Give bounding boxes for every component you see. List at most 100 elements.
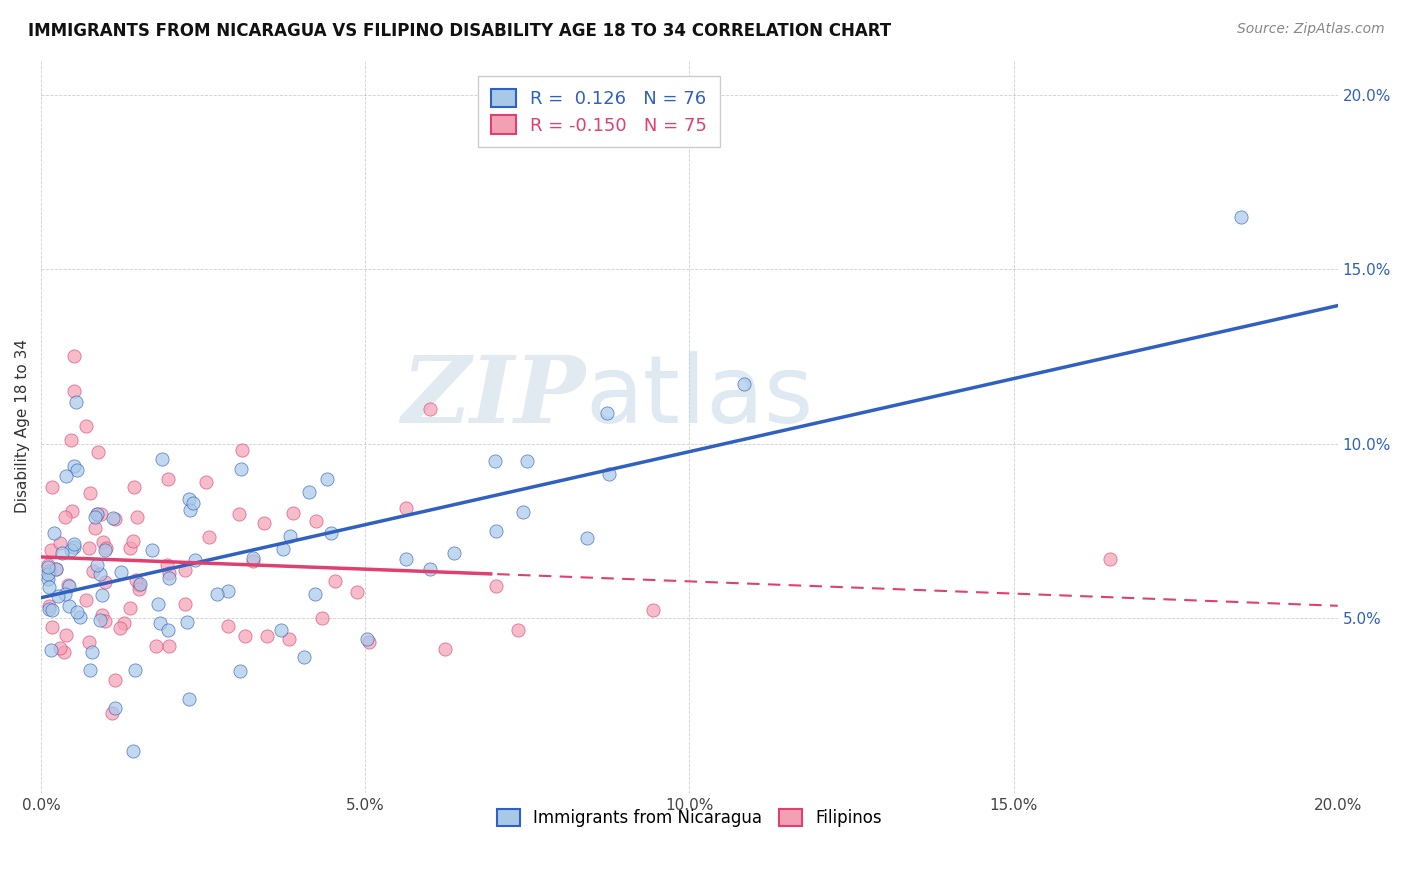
Point xyxy=(598,467,620,481)
Point xyxy=(1098,552,1121,566)
Point xyxy=(62,349,84,363)
Point xyxy=(63,458,86,473)
Point xyxy=(38,599,60,613)
Point xyxy=(157,571,180,585)
Point xyxy=(76,419,98,434)
Point xyxy=(356,632,378,647)
Point xyxy=(96,541,118,555)
Point xyxy=(94,574,117,589)
Point xyxy=(55,468,77,483)
Point xyxy=(323,574,346,589)
Point xyxy=(146,597,169,611)
Point xyxy=(156,624,179,638)
Point xyxy=(156,473,179,487)
Point xyxy=(86,508,108,522)
Point xyxy=(512,505,534,519)
Point xyxy=(58,579,80,593)
Point xyxy=(149,616,172,631)
Point xyxy=(485,579,508,593)
Point xyxy=(39,543,62,558)
Point xyxy=(89,613,111,627)
Text: ZIP: ZIP xyxy=(402,351,586,442)
Point xyxy=(141,543,163,558)
Point xyxy=(181,495,204,509)
Point xyxy=(120,541,142,556)
Point xyxy=(48,536,70,550)
Point xyxy=(42,525,65,540)
Point xyxy=(485,524,508,539)
Point xyxy=(39,643,62,657)
Point xyxy=(217,584,239,599)
Point xyxy=(242,550,264,565)
Point xyxy=(231,442,253,457)
Point xyxy=(270,623,292,637)
Point xyxy=(103,512,125,526)
Point xyxy=(183,553,205,567)
Point xyxy=(179,503,201,517)
Point xyxy=(150,452,173,467)
Point xyxy=(53,510,76,524)
Point xyxy=(90,507,112,521)
Point xyxy=(37,566,59,581)
Point xyxy=(128,578,150,592)
Point xyxy=(63,537,86,551)
Point xyxy=(395,500,418,515)
Point xyxy=(41,603,63,617)
Point xyxy=(93,535,115,549)
Point xyxy=(79,486,101,500)
Point xyxy=(108,621,131,635)
Text: IMMIGRANTS FROM NICARAGUA VS FILIPINO DISABILITY AGE 18 TO 34 CORRELATION CHART: IMMIGRANTS FROM NICARAGUA VS FILIPINO DI… xyxy=(28,22,891,40)
Point xyxy=(124,664,146,678)
Point xyxy=(508,624,530,638)
Point xyxy=(292,649,315,664)
Point xyxy=(125,573,148,587)
Point xyxy=(443,546,465,560)
Point xyxy=(125,510,148,524)
Point xyxy=(45,562,67,576)
Point xyxy=(305,515,328,529)
Point xyxy=(228,507,250,521)
Point xyxy=(62,384,84,399)
Point xyxy=(128,577,150,591)
Point xyxy=(229,664,252,678)
Point xyxy=(122,480,145,494)
Point xyxy=(104,673,127,688)
Point xyxy=(316,472,339,486)
Point xyxy=(176,615,198,630)
Point xyxy=(38,601,60,615)
Point xyxy=(576,531,599,545)
Point xyxy=(419,562,441,576)
Point xyxy=(516,454,538,468)
Point xyxy=(46,589,69,603)
Point xyxy=(229,462,252,476)
Point xyxy=(86,507,108,521)
Point xyxy=(45,562,67,576)
Point xyxy=(641,603,664,617)
Point xyxy=(58,599,80,613)
Point xyxy=(101,511,124,525)
Point xyxy=(52,645,75,659)
Point xyxy=(38,565,60,579)
Point xyxy=(82,564,104,578)
Point xyxy=(174,563,197,577)
Point xyxy=(357,635,380,649)
Point xyxy=(346,585,368,599)
Point xyxy=(304,587,326,601)
Point xyxy=(278,632,301,647)
Point xyxy=(79,635,101,649)
Point xyxy=(94,614,117,628)
Text: Source: ZipAtlas.com: Source: ZipAtlas.com xyxy=(1237,22,1385,37)
Point xyxy=(75,592,97,607)
Point xyxy=(121,534,143,549)
Point xyxy=(89,566,111,581)
Point xyxy=(79,663,101,677)
Point xyxy=(66,605,89,619)
Legend: Immigrants from Nicaragua, Filipinos: Immigrants from Nicaragua, Filipinos xyxy=(488,801,890,836)
Y-axis label: Disability Age 18 to 34: Disability Age 18 to 34 xyxy=(15,339,30,513)
Point xyxy=(118,600,141,615)
Point xyxy=(205,587,228,601)
Point xyxy=(281,506,304,520)
Point xyxy=(38,580,60,594)
Point xyxy=(157,639,180,653)
Point xyxy=(66,463,89,477)
